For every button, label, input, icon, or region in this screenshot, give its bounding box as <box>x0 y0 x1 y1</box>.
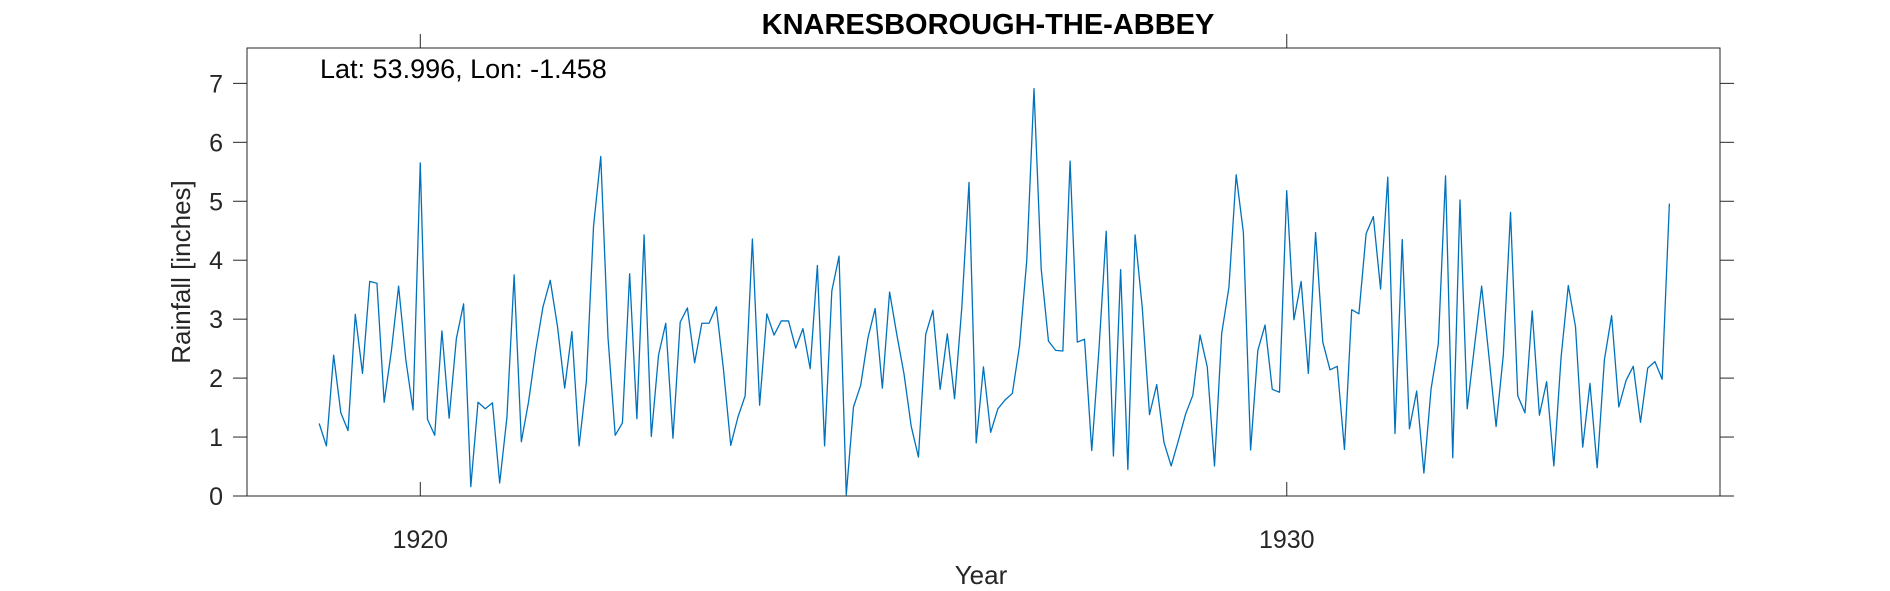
location-annotation: Lat: 53.996, Lon: -1.458 <box>320 54 607 84</box>
y-axis-ticks: 0 1 2 3 4 5 6 7 <box>209 70 1734 511</box>
y-tick-label: 3 <box>209 306 223 334</box>
rainfall-series-line <box>318 88 1671 496</box>
chart-title: KNARESBOROUGH-THE-ABBEY <box>762 9 1215 41</box>
plot-frame <box>246 47 1721 497</box>
y-tick-label: 1 <box>209 424 223 452</box>
x-axis-ticks: 1920 1930 <box>392 34 1315 554</box>
x-axis-label: Year <box>955 560 1008 590</box>
y-tick-label: 0 <box>209 483 223 511</box>
y-tick-label: 5 <box>209 188 223 216</box>
y-tick-label: 2 <box>209 365 223 393</box>
y-tick-label: 4 <box>209 247 223 275</box>
y-tick-label: 6 <box>209 129 223 157</box>
y-tick-label: 7 <box>209 70 223 98</box>
y-axis-label: Rainfall [inches] <box>166 180 196 364</box>
x-tick-label: 1920 <box>392 526 448 554</box>
x-tick-label: 1930 <box>1259 526 1315 554</box>
